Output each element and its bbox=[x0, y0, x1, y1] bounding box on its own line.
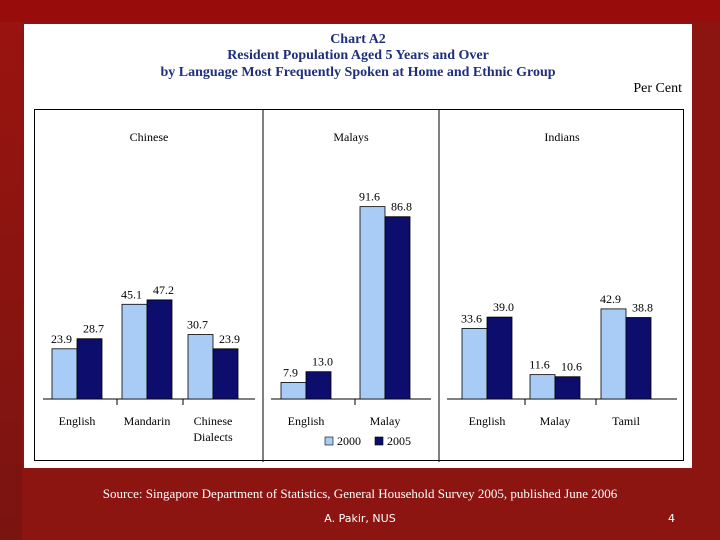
bar-2000 bbox=[121, 303, 148, 400]
panel-title-chinese: Chinese bbox=[130, 130, 169, 144]
data-label-2000: 91.6 bbox=[359, 190, 380, 204]
category-label: English bbox=[469, 414, 506, 428]
data-label-2000: 11.6 bbox=[529, 358, 550, 372]
data-label-2000: 42.9 bbox=[600, 292, 621, 306]
data-label-2005: 28.7 bbox=[83, 322, 104, 336]
chart-title-line2: by Language Most Frequently Spoken at Ho… bbox=[160, 65, 556, 80]
legend-swatch-2005 bbox=[374, 436, 384, 446]
category-label: Chinese bbox=[194, 414, 233, 428]
bar-2000 bbox=[187, 334, 214, 400]
legend-label-2000: 2000 bbox=[337, 434, 361, 448]
data-label-2005: 13.0 bbox=[312, 355, 333, 369]
chart-title-line1: Resident Population Aged 5 Years and Ove… bbox=[227, 48, 489, 63]
bar-2005 bbox=[486, 316, 513, 400]
chart-title-block: Chart A2 Resident Population Aged 5 Year… bbox=[24, 32, 692, 82]
legend-swatch-2000 bbox=[324, 436, 334, 446]
data-label-2000: 23.9 bbox=[51, 332, 72, 346]
data-label-2005: 86.8 bbox=[391, 200, 412, 214]
bar-2005 bbox=[76, 338, 103, 400]
bar-2000 bbox=[461, 328, 488, 400]
panel-title-indians: Indians bbox=[544, 130, 580, 144]
bar-2005 bbox=[554, 376, 581, 400]
data-label-2005: 39.0 bbox=[493, 300, 514, 314]
chart-frame: Chinese 23.9 28.7 English 45.1 47.2 Mandarin 30… bbox=[34, 109, 684, 462]
data-label-2000: 7.9 bbox=[283, 365, 298, 379]
bar-2000 bbox=[51, 348, 78, 400]
category-label: English bbox=[59, 414, 96, 428]
bar-2005 bbox=[384, 216, 411, 400]
bar-2005 bbox=[625, 317, 652, 400]
data-label-2005: 47.2 bbox=[153, 283, 174, 297]
data-label-2000: 45.1 bbox=[121, 287, 142, 301]
unit-label: Per Cent bbox=[633, 81, 682, 96]
bar-2005 bbox=[305, 371, 332, 400]
chart-number: Chart A2 bbox=[330, 32, 386, 47]
bar-2000 bbox=[359, 206, 386, 400]
panel-title-malays: Malays bbox=[333, 130, 369, 144]
bar-2005 bbox=[212, 348, 239, 400]
category-label: Mandarin bbox=[124, 414, 171, 428]
source-note: Source: Singapore Department of Statisti… bbox=[102, 486, 618, 501]
chart-canvas: Chinese 23.9 28.7 English 45.1 47.2 Mandarin 30… bbox=[43, 110, 677, 462]
category-label: Tamil bbox=[612, 414, 640, 428]
bar-2000 bbox=[280, 382, 307, 400]
data-label-2005: 10.6 bbox=[561, 360, 582, 374]
background-left-band bbox=[0, 0, 22, 540]
data-label-2000: 30.7 bbox=[187, 318, 208, 332]
bar-2000 bbox=[600, 308, 627, 400]
background-top-band bbox=[0, 0, 720, 22]
category-label: Malay bbox=[540, 414, 571, 428]
data-label-2000: 33.6 bbox=[461, 311, 482, 325]
footer-author: A. Pakir, NUS bbox=[324, 512, 396, 525]
data-label-2005: 38.8 bbox=[632, 301, 653, 315]
bar-2005 bbox=[146, 299, 173, 400]
page-number: 4 bbox=[668, 512, 675, 525]
data-label-2005: 23.9 bbox=[219, 332, 240, 346]
slide-panel: Chart A2 Resident Population Aged 5 Year… bbox=[24, 24, 692, 468]
bar-2000 bbox=[529, 374, 556, 400]
category-label: English bbox=[288, 414, 325, 428]
category-label: Dialects bbox=[193, 430, 233, 444]
category-label: Malay bbox=[370, 414, 401, 428]
legend-label-2005: 2005 bbox=[387, 434, 411, 448]
